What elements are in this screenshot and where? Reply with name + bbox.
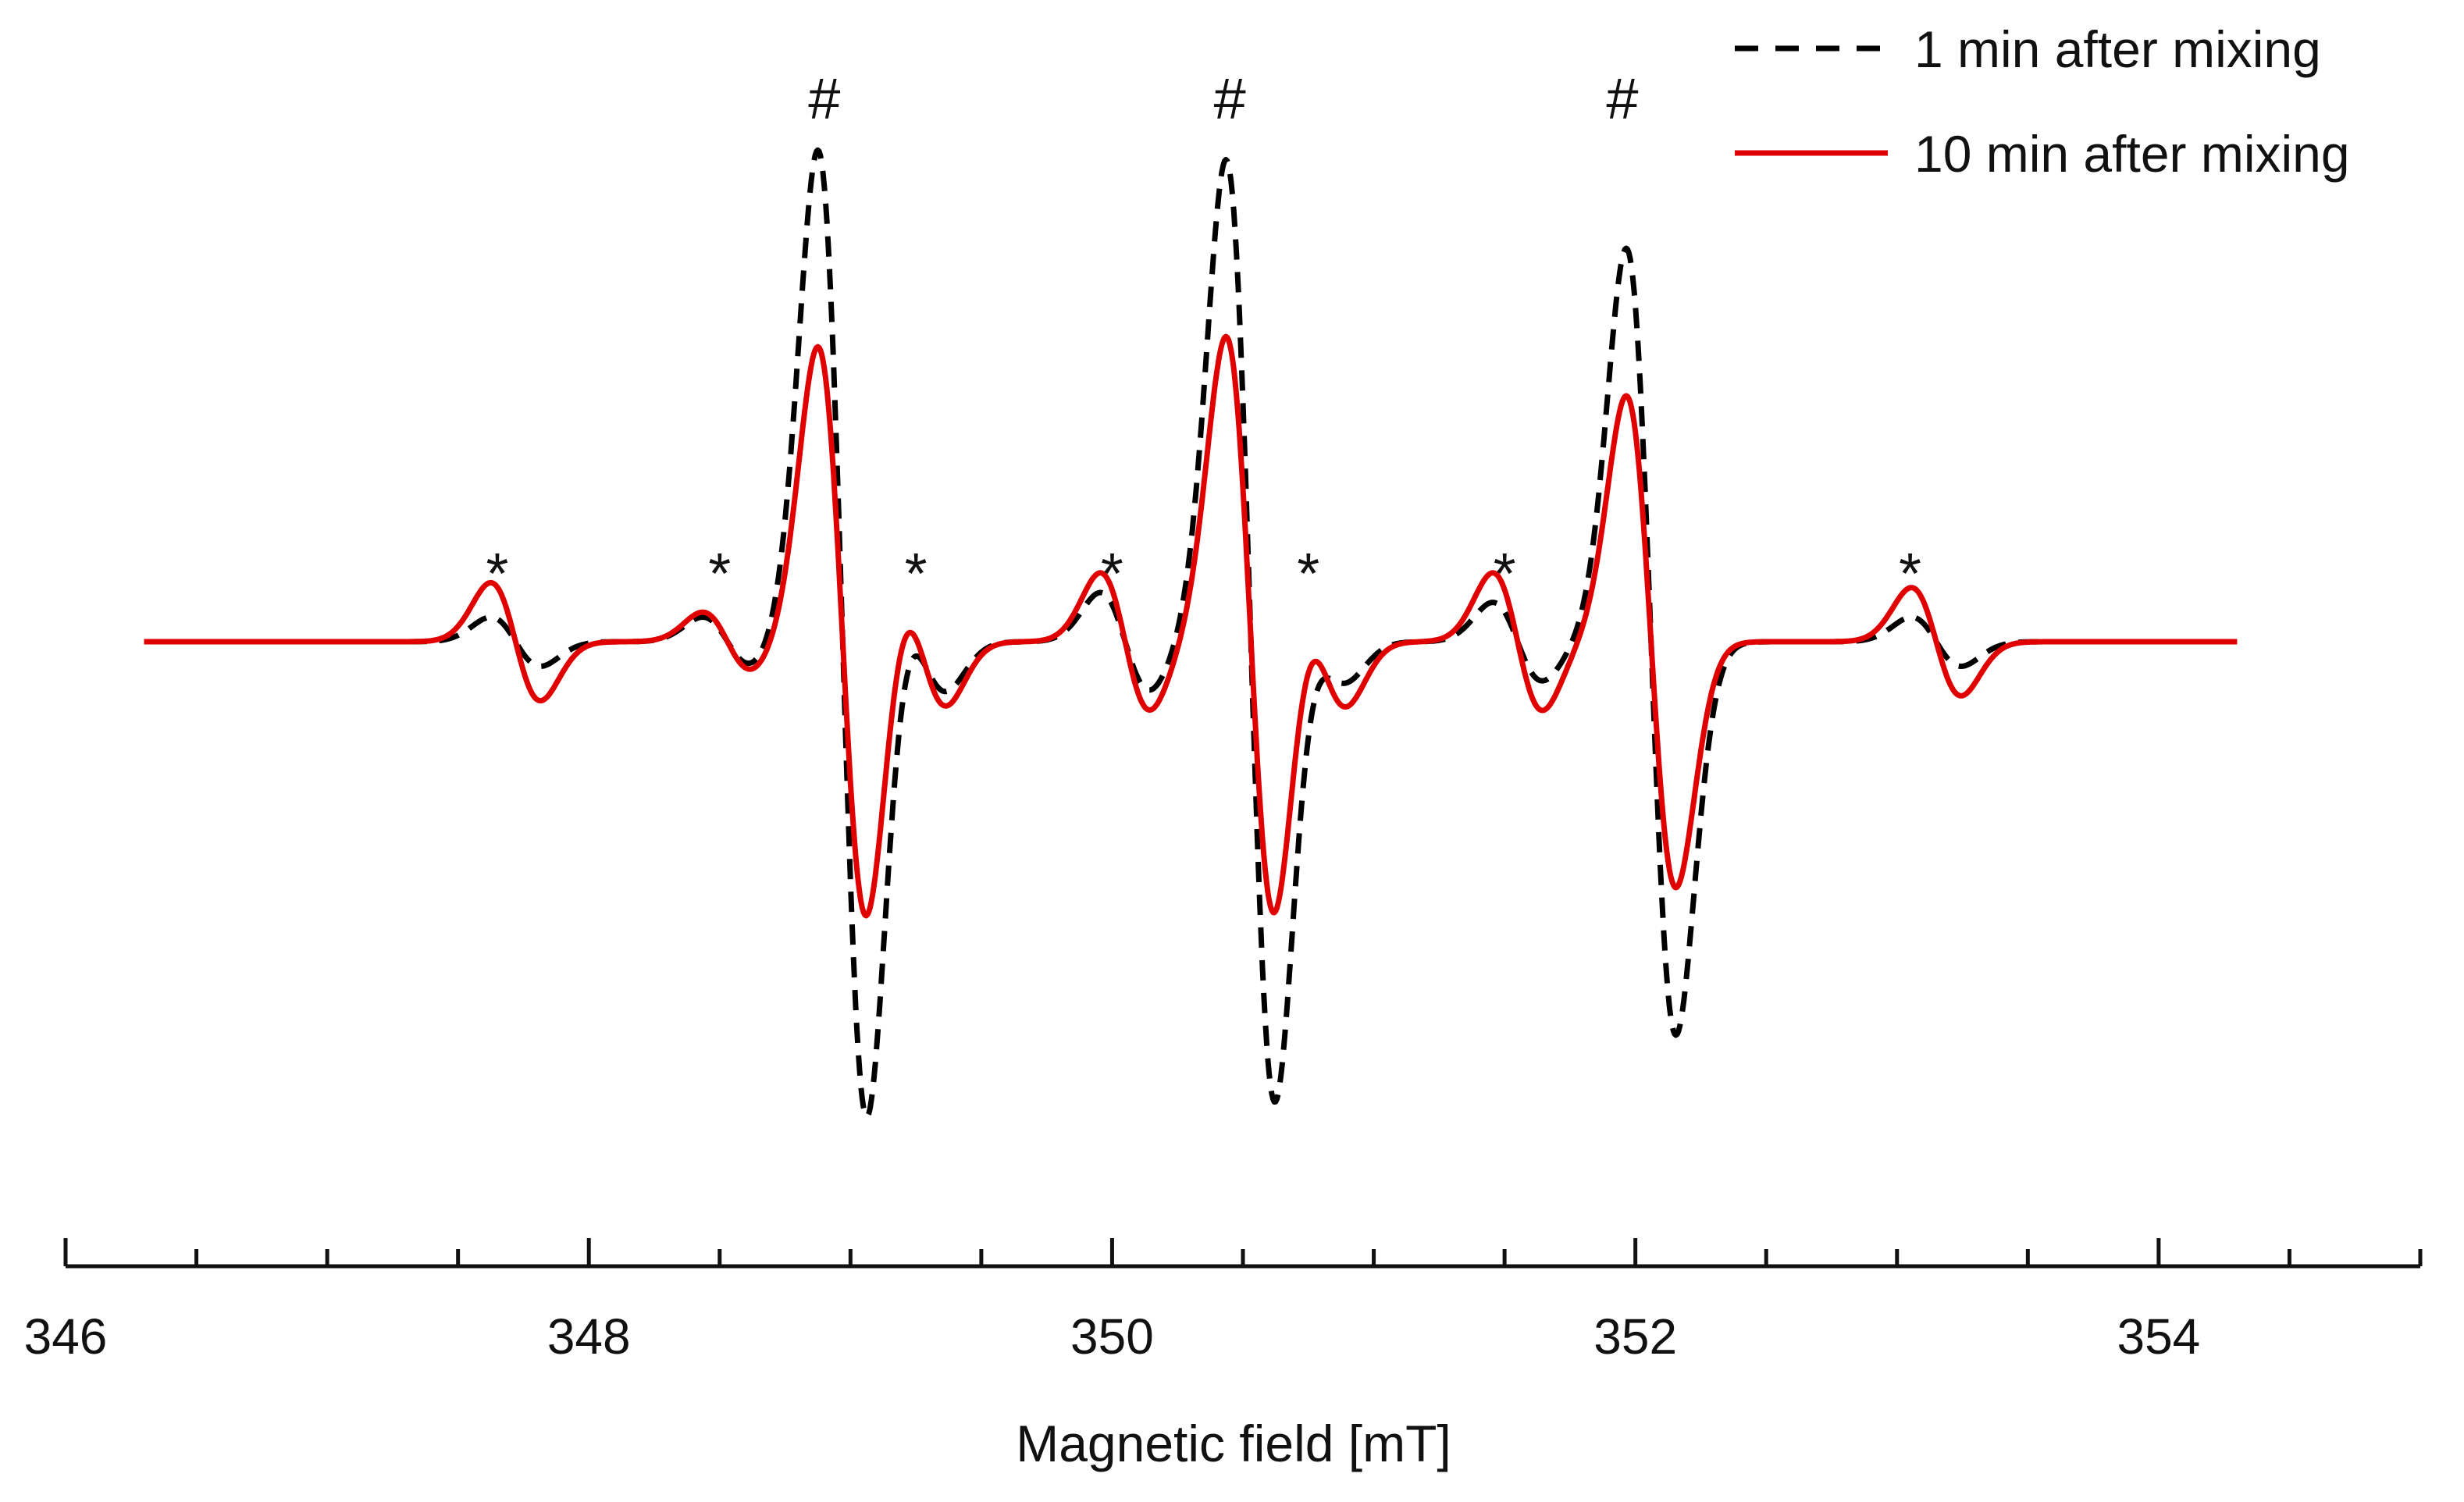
asterisk-marker: *: [1101, 541, 1123, 606]
x-tick-label: 354: [2117, 1308, 2200, 1365]
peak-markers: # # # * * * * * * *: [486, 66, 1921, 606]
plot-area: [142, 147, 2239, 1119]
x-tick-label: 346: [24, 1308, 108, 1365]
legend: 1 min after mixing 10 min after mixing: [1735, 20, 2350, 183]
series-line-1: [142, 147, 2239, 1119]
hash-marker: #: [1214, 66, 1246, 131]
asterisk-marker: *: [1297, 541, 1319, 606]
legend-label-1: 1 min after mixing: [1914, 20, 2321, 78]
asterisk-marker: *: [708, 541, 731, 606]
series-line-2: [142, 333, 2239, 919]
x-tick-label: 350: [1070, 1308, 1154, 1365]
asterisk-marker: *: [1494, 541, 1516, 606]
asterisk-marker: *: [905, 541, 928, 606]
hash-marker: #: [1606, 66, 1638, 131]
legend-label-2: 10 min after mixing: [1914, 125, 2350, 183]
x-tick-label: 348: [547, 1308, 631, 1365]
x-axis: 346 348 350 352 354: [24, 1238, 2423, 1365]
asterisk-marker: *: [1899, 541, 1921, 606]
x-tick-label: 352: [1593, 1308, 1677, 1365]
asterisk-marker: *: [486, 541, 509, 606]
hash-marker: #: [808, 66, 840, 131]
x-axis-label: Magnetic field [mT]: [1016, 1415, 1451, 1472]
